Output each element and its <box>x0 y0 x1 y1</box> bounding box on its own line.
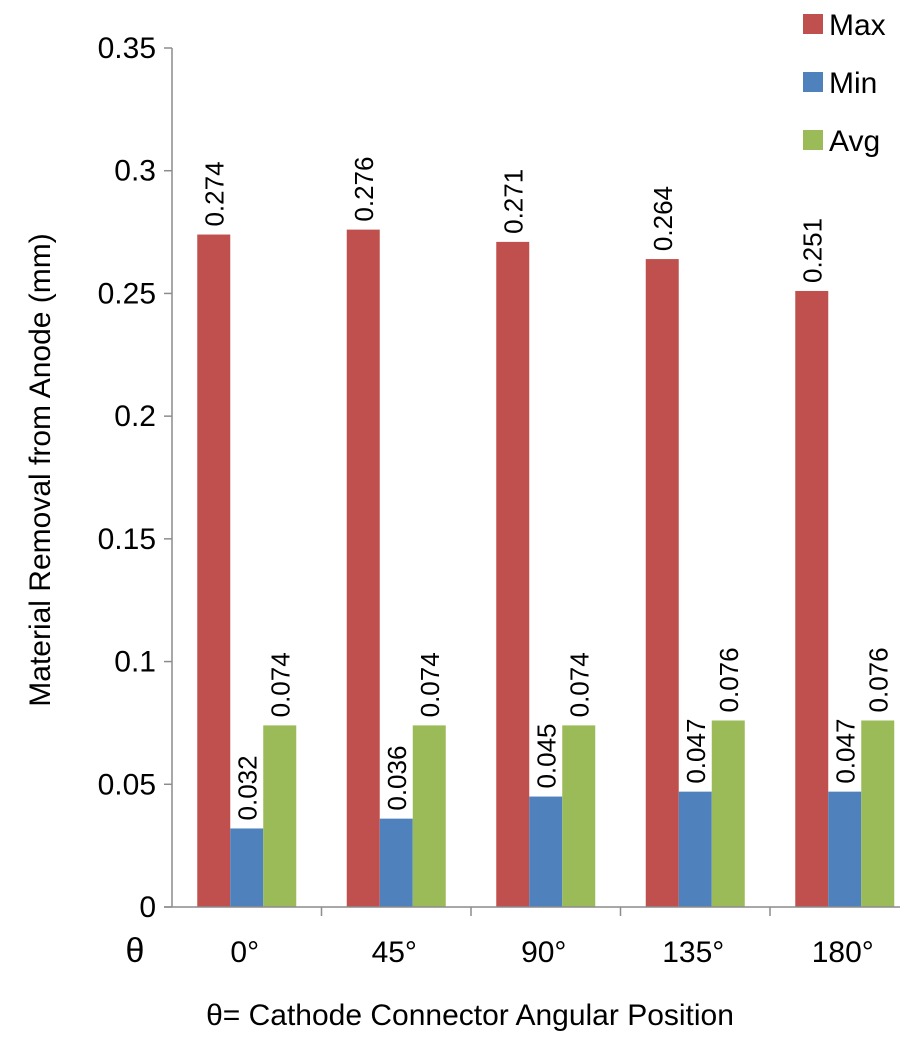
data-label-avg-3: 0.076 <box>714 647 744 712</box>
bar-min-4 <box>828 791 862 907</box>
bar-avg-4 <box>861 720 895 907</box>
y-tick-label: 0.2 <box>114 400 156 433</box>
y-axis-title: Material Removal from Anode (mm) <box>24 233 57 706</box>
bar-min-2 <box>529 796 563 907</box>
data-label-max-2: 0.271 <box>499 169 529 234</box>
bar-avg-1 <box>412 725 446 907</box>
x-tick-label: 45° <box>372 936 417 969</box>
bar-max-3 <box>645 259 679 907</box>
legend-swatch-min <box>803 72 823 92</box>
data-label-min-0: 0.032 <box>233 755 263 820</box>
data-label-max-4: 0.251 <box>798 218 828 283</box>
bar-max-2 <box>496 241 530 908</box>
y-tick-label: 0.35 <box>98 32 156 65</box>
bar-avg-2 <box>562 725 596 907</box>
bar-max-0 <box>197 234 231 908</box>
data-label-max-3: 0.264 <box>648 186 678 251</box>
data-label-avg-2: 0.074 <box>565 652 595 717</box>
bar-min-1 <box>379 818 413 907</box>
y-tick-label: 0.25 <box>98 277 156 310</box>
data-label-min-2: 0.045 <box>532 723 562 788</box>
data-label-min-4: 0.047 <box>831 719 861 784</box>
data-label-min-3: 0.047 <box>681 719 711 784</box>
y-tick-label: 0 <box>139 891 156 924</box>
legend-label-max: Max <box>829 9 886 42</box>
bar-avg-3 <box>711 720 745 907</box>
x-tick-label: 180° <box>812 936 874 969</box>
data-label-max-0: 0.274 <box>200 161 230 226</box>
x-tick-label: 90° <box>521 936 566 969</box>
bar-min-0 <box>230 828 264 907</box>
bar-max-1 <box>346 229 380 908</box>
y-tick-label: 0.3 <box>114 155 156 188</box>
y-tick-label: 0.05 <box>98 768 156 801</box>
y-tick-label: 0.15 <box>98 523 156 556</box>
bars-group <box>197 229 895 908</box>
x-tick-label: 0° <box>230 936 259 969</box>
legend-label-avg: Avg <box>829 125 880 158</box>
legend: Max Min Avg <box>803 9 886 158</box>
legend-label-min: Min <box>829 67 877 100</box>
legend-swatch-max <box>803 14 823 34</box>
x-axis-symbol: θ <box>126 932 145 970</box>
data-label-avg-4: 0.076 <box>864 647 894 712</box>
legend-swatch-avg <box>803 130 823 150</box>
bar-min-3 <box>678 791 712 907</box>
data-label-avg-1: 0.074 <box>415 652 445 717</box>
data-label-avg-0: 0.074 <box>266 652 296 717</box>
x-axis-title: θ= Cathode Connector Angular Position <box>206 999 734 1032</box>
bar-avg-0 <box>263 725 297 907</box>
x-tick-label: 135° <box>662 936 724 969</box>
y-tick-label: 0.1 <box>114 646 156 679</box>
data-label-max-1: 0.276 <box>349 157 379 222</box>
bar-max-4 <box>795 290 829 908</box>
axes-group: 0 0.05 0.1 0.15 0.2 0.25 0.3 0.35 0° 45° 90° 135° 18… <box>98 32 900 969</box>
data-labels-group: 0.2740.0320.0740.2760.0360.0740.2710.045… <box>200 157 894 821</box>
data-label-min-1: 0.036 <box>382 746 412 811</box>
